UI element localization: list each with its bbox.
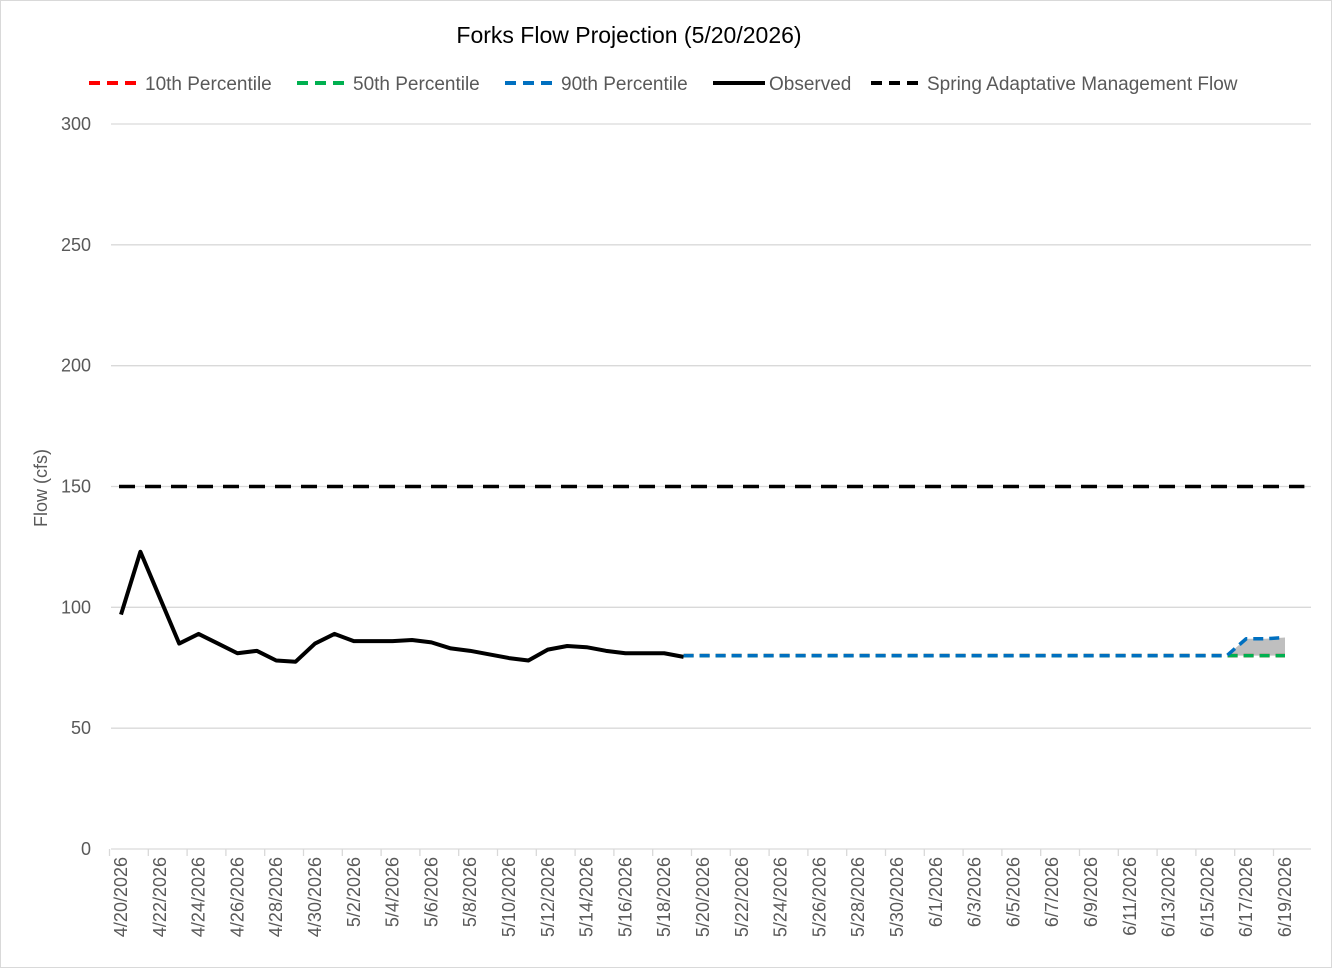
percentile-band [683,637,1285,656]
chart-title: Forks Flow Projection (5/20/2026) [456,22,801,48]
x-tick-label: 5/24/2026 [771,857,791,937]
x-tick-label: 6/1/2026 [926,857,946,927]
x-tick-label: 6/17/2026 [1236,857,1256,937]
x-tick-label: 4/22/2026 [150,857,170,937]
legend-label: Spring Adaptative Management Flow [927,74,1238,95]
x-tick-label: 5/30/2026 [887,857,907,937]
x-tick-label: 4/28/2026 [266,857,286,937]
x-tick-label: 5/10/2026 [499,857,519,937]
x-tick-label: 5/12/2026 [538,857,558,937]
legend-label: 10th Percentile [145,74,272,95]
legend-item: Observed [713,74,851,95]
y-axis-label: Flow (cfs) [31,449,51,527]
x-tick-label: 6/15/2026 [1197,857,1217,937]
legend-item: 10th Percentile [89,74,272,95]
x-tick-label: 6/9/2026 [1081,857,1101,927]
x-tick-label: 5/2/2026 [344,857,364,927]
series-line-90th-percentile [683,635,1286,658]
x-tick-label: 5/6/2026 [421,857,441,927]
x-tick-label: 5/16/2026 [615,857,635,937]
x-tick-label: 6/5/2026 [1003,857,1023,927]
y-tick-label: 100 [61,597,91,617]
x-tick-label: 4/24/2026 [189,857,209,937]
x-tick-label: 5/26/2026 [809,857,829,937]
legend-item: 50th Percentile [297,74,480,95]
x-tick-label: 5/8/2026 [460,857,480,927]
x-tick-label: 4/26/2026 [227,857,247,937]
series-line-observed [119,549,684,664]
x-tick-label: 5/18/2026 [654,857,674,937]
series-lines [119,484,1305,664]
legend-item: Spring Adaptative Management Flow [871,74,1238,95]
y-tick-label: 0 [81,839,91,859]
legend-label: 50th Percentile [353,74,480,95]
x-axis: 4/20/2026 4/22/2026 4/24/2026 4/26/2026 4/28… [108,848,1311,937]
x-tick-label: 6/11/2026 [1120,857,1140,936]
x-tick-label: 4/30/2026 [305,857,325,937]
x-tick-label: 5/20/2026 [693,857,713,937]
legend-label: Observed [769,74,851,95]
chart-legend: 10th Percentile 50th Percentile 90th Perce… [89,74,1238,95]
x-tick-label: 5/4/2026 [383,857,403,927]
percentile-band-area [683,637,1285,656]
gridlines [111,123,1311,729]
x-tick-label: 6/13/2026 [1159,857,1179,937]
x-tick-label: 6/7/2026 [1042,857,1062,927]
y-axis-ticks: 0 50 100 150 200 250 300 [61,114,91,859]
x-tick-label: 5/28/2026 [848,857,868,937]
x-tick-label: 5/22/2026 [732,857,752,937]
x-tick-label: 6/19/2026 [1275,857,1295,937]
x-tick-label: 4/20/2026 [111,857,131,937]
y-tick-label: 200 [61,356,91,376]
y-tick-label: 300 [61,114,91,134]
legend-item: 90th Percentile [505,74,688,95]
x-tick-label: 5/14/2026 [577,857,597,937]
y-tick-label: 250 [61,235,91,255]
legend-label: 90th Percentile [561,74,688,95]
y-tick-label: 150 [61,477,91,497]
x-tick-label: 6/3/2026 [965,857,985,927]
y-tick-label: 50 [71,718,91,738]
